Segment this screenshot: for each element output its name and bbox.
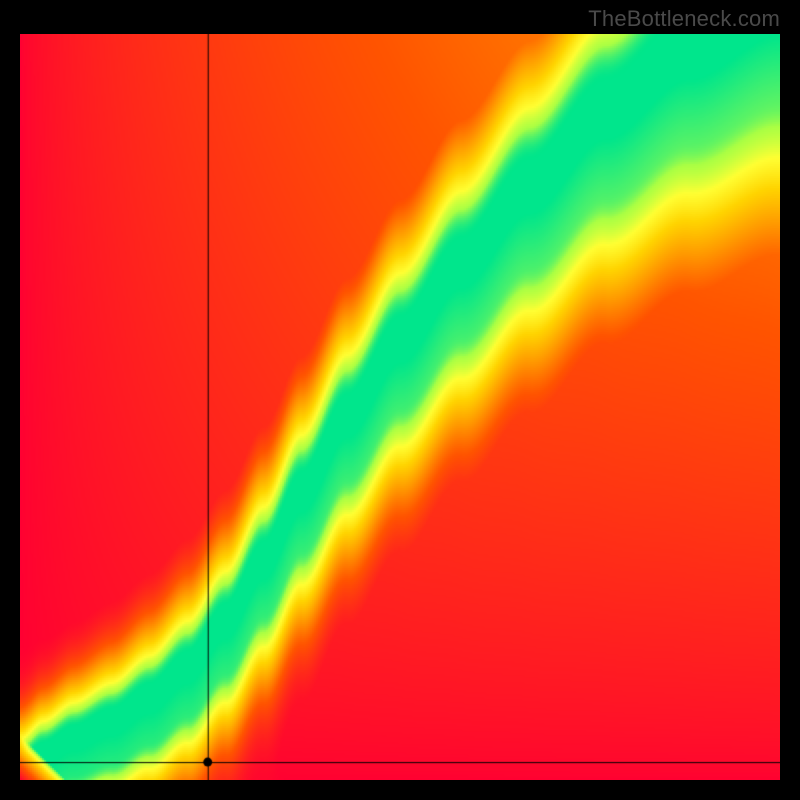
watermark-text: TheBottleneck.com bbox=[588, 6, 780, 32]
heatmap-canvas bbox=[20, 34, 780, 780]
heatmap-plot bbox=[20, 34, 780, 780]
